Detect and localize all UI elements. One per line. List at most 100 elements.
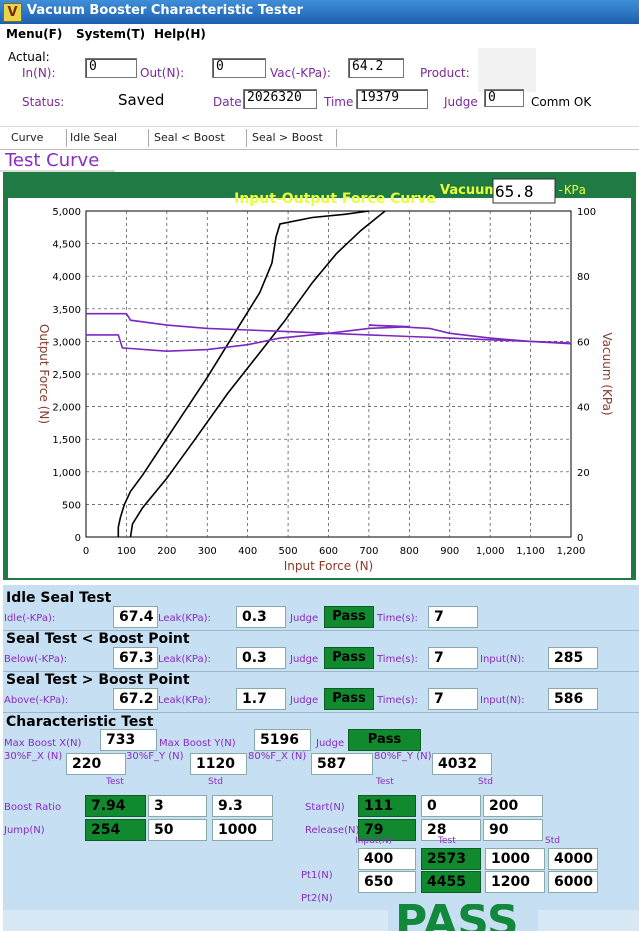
tab-curve[interactable]: Curve	[11, 131, 44, 144]
pt2-label: Pt2(N)	[301, 893, 333, 904]
release-std-min: 28	[421, 819, 481, 841]
char-judge-label: Judge	[316, 738, 345, 749]
judge-field[interactable]: 0	[484, 89, 524, 107]
seal-lt-leak-value: 0.3	[236, 647, 286, 669]
seal-gt-input-label: Input(N):	[480, 695, 525, 706]
seal-gt-value: 67.2	[113, 688, 158, 710]
seal-gt-time-label: Time(s):	[377, 695, 418, 706]
date-field[interactable]: 2026320	[243, 89, 317, 109]
col-test-label: Test	[106, 777, 124, 787]
tab-idle-seal[interactable]: Idle Seal	[70, 131, 118, 144]
in-field[interactable]: 0	[85, 58, 137, 78]
y2-tick-label: 80	[577, 272, 590, 283]
idle-time-label: Time(s):	[377, 613, 418, 624]
jump-std-max: 1000	[212, 819, 273, 841]
results-panel: Idle Seal Test Idle(-KPa): 67.4 Leak(KPa…	[3, 585, 639, 931]
pt1-input: 400	[358, 848, 416, 870]
x-tick-label: 1,000	[476, 546, 505, 557]
jump-test: 254	[85, 819, 146, 841]
f30y-value: 1120	[190, 753, 247, 775]
x-tick-label: 100	[117, 546, 136, 557]
y-tick-label: 1,000	[52, 468, 81, 479]
time-label: Time	[324, 95, 354, 109]
menu-bar: Menu(F) System(T) Help(H)	[0, 24, 639, 46]
menu-help[interactable]: Help(H)	[154, 27, 206, 41]
menu-system[interactable]: System(T)	[76, 27, 146, 41]
release-std-max: 90	[483, 819, 543, 841]
y-tick-label: 3,500	[52, 305, 81, 316]
seal-gt-judge-badge: Pass	[324, 688, 374, 710]
f80y-label: 80%F_Y (N)	[374, 751, 432, 762]
col-input-label: Input(N)	[355, 836, 393, 846]
menu-file[interactable]: Menu(F)	[6, 27, 63, 41]
idle-judge-label: Judge	[290, 613, 319, 624]
release-label: Release(N)	[305, 825, 360, 836]
chart-panel: 0 100 200 300 400 500 600 700 800 900 1,000 1,100 1,…	[3, 172, 636, 580]
y-tick-label: 500	[62, 500, 81, 511]
start-std-max: 200	[483, 795, 543, 817]
pt1-test: 2573	[421, 848, 481, 870]
x-tick-label: 800	[400, 546, 419, 557]
seal-gt-time-value: 7	[428, 688, 478, 710]
window-title: Vacuum Booster Characteristic Tester	[27, 3, 304, 18]
tab-divider	[148, 129, 149, 147]
out-field[interactable]: 0	[212, 58, 266, 78]
max-boost-y-label: Max Boost Y(N)	[159, 738, 236, 749]
time-field[interactable]: 19379	[356, 89, 428, 109]
vacuum-series-line	[86, 312, 572, 344]
y-tick-label: 5,000	[52, 207, 81, 218]
f80y-value: 4032	[432, 753, 492, 775]
x-tick-label: 0	[83, 546, 89, 557]
x-tick-label: 600	[319, 546, 338, 557]
y-axis-label: Output Force (N)	[37, 324, 51, 424]
y2-axis-label: Vacuum (KPa)	[600, 332, 614, 415]
pt2-test: 4455	[421, 871, 481, 893]
col-test-label-3: Test	[438, 836, 456, 846]
chart-title: Input-Output Force Curve	[234, 191, 436, 207]
release-test: 79	[358, 819, 416, 841]
tab-seal-gt-boost[interactable]: Seal > Boost	[252, 131, 323, 144]
col-test-label-2: Test	[376, 777, 394, 787]
seal-gt-judge-label: Judge	[290, 695, 319, 706]
comm-status: Comm OK	[531, 95, 592, 109]
max-boost-x-label: Max Boost X(N)	[4, 738, 82, 749]
seal-lt-value: 67.3	[113, 647, 158, 669]
product-field[interactable]	[478, 48, 536, 92]
char-judge-badge: Pass	[348, 729, 421, 751]
tab-divider	[246, 129, 247, 147]
tab-bar: Curve Idle Seal Seal < Boost Seal > Boos…	[0, 126, 639, 150]
y2-tick-label: 60	[577, 337, 590, 348]
y-tick-label: 0	[75, 533, 81, 544]
heading-underline	[0, 170, 115, 172]
f80x-label: 80%F_X (N)	[248, 751, 307, 762]
section-divider	[3, 671, 639, 672]
result-text: PASS	[395, 904, 519, 931]
pt2-std-max: 6000	[548, 871, 598, 893]
actual-label: Actual:	[8, 50, 50, 64]
out-label: Out(N):	[140, 66, 185, 80]
y-tick-label: 4,500	[52, 240, 81, 251]
pt1-label: Pt1(N)	[301, 870, 333, 881]
pt2-input: 650	[358, 871, 416, 893]
vacuum-readout-box	[492, 178, 556, 204]
y2-tick-label: 0	[577, 533, 583, 544]
max-boost-x-value: 733	[100, 729, 157, 751]
seal-lt-input-value: 285	[548, 647, 598, 669]
start-test: 111	[358, 795, 416, 817]
tab-seal-lt-boost[interactable]: Seal < Boost	[154, 131, 225, 144]
date-label: Date	[213, 95, 242, 109]
boost-ratio-std-max: 9.3	[212, 795, 273, 817]
tab-divider	[66, 129, 67, 147]
title-bar: V Vacuum Booster Characteristic Tester	[0, 0, 639, 24]
y2-tick-label: 20	[577, 468, 590, 479]
judge-label: Judge	[444, 95, 478, 109]
result-strip	[3, 910, 639, 931]
force-curve-chart: 0 100 200 300 400 500 600 700 800 900 1,000 1,100 1,…	[8, 178, 631, 578]
product-label: Product:	[420, 66, 470, 80]
actual-values-form: Actual: In(N): 0 Out(N): 0 Vac(-KPa): 64…	[0, 46, 639, 126]
x-tick-label: 400	[238, 546, 257, 557]
seal-lt-time-value: 7	[428, 647, 478, 669]
idle-leak-value: 0.3	[236, 606, 286, 628]
vac-field[interactable]: 64.2	[348, 58, 404, 78]
y-tick-label: 3,000	[52, 337, 81, 348]
